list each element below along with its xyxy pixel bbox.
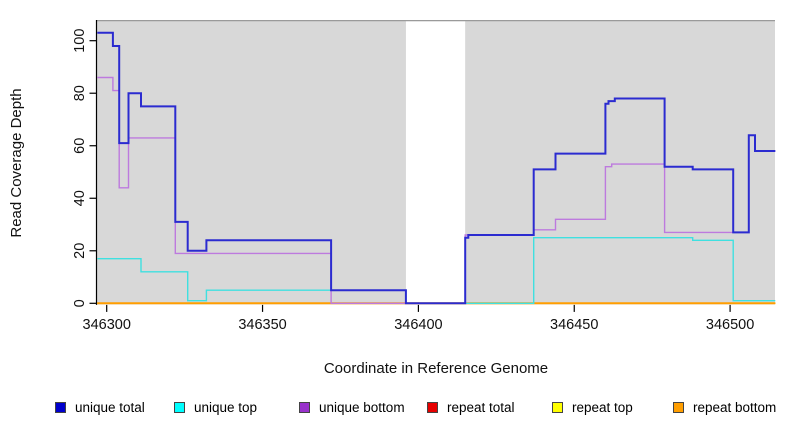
y-tick-label: 0: [72, 299, 88, 307]
legend-label: unique bottom: [319, 399, 405, 415]
coverage-plot-canvas: 0 20 40 60 80 100 346300 346350 346400 346450 3465…: [72, 20, 776, 333]
legend-swatch-unique-top: [174, 401, 185, 413]
legend-item-unique-bottom: unique bottom: [299, 399, 405, 415]
x-axis-title: Coordinate in Reference Genome: [323, 360, 549, 377]
legend-label: repeat bottom: [693, 399, 777, 415]
legend-item-repeat-top: repeat top: [552, 399, 633, 415]
series-unique-total-line: [97, 31, 776, 305]
x-tick-label: 346300: [83, 317, 131, 333]
y-tick-label: 80: [72, 85, 88, 101]
y-axis-title: Read Coverage Depth: [8, 88, 25, 238]
y-tick-label: 60: [72, 138, 88, 154]
legend-label: unique top: [194, 399, 258, 415]
legend-label: repeat total: [447, 399, 515, 415]
legend-item-repeat-total: repeat total: [427, 399, 515, 415]
legend-item-unique-total: unique total: [55, 399, 145, 415]
y-tick-label: 20: [72, 243, 88, 259]
x-tick-label: 346450: [550, 317, 598, 333]
legend-swatch-unique-bottom: [299, 401, 310, 413]
legend-item-unique-top: unique top: [174, 399, 257, 415]
x-tick-label: 346400: [394, 317, 442, 333]
x-tick-label: 346350: [238, 317, 286, 333]
legend-label: unique total: [75, 399, 145, 415]
legend-swatch-repeat-bottom: [673, 401, 684, 413]
legend-swatch-repeat-top: [552, 401, 563, 413]
x-tick-label: 346500: [706, 317, 754, 333]
y-tick-label: 40: [72, 190, 88, 206]
legend-swatch-repeat-total: [427, 401, 438, 413]
legend-swatch-unique-total: [55, 401, 66, 413]
no-coverage-band: [405, 21, 466, 303]
legend-item-repeat-bottom: repeat bottom: [673, 399, 776, 415]
legend-label: repeat top: [572, 399, 633, 415]
y-tick-label: 100: [72, 29, 88, 53]
